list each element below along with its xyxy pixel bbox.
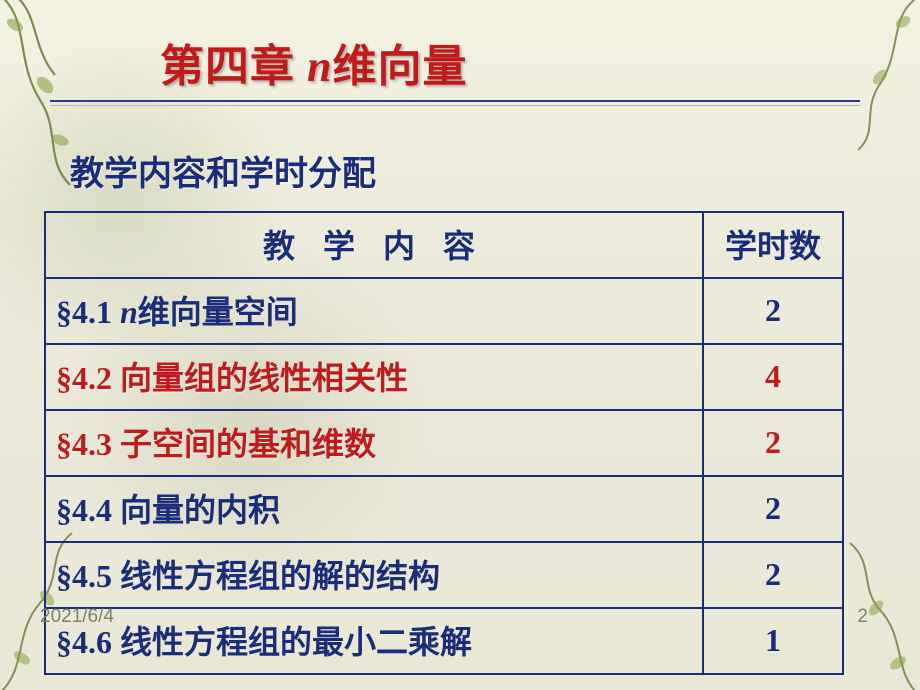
subtitle: 教学内容和学时分配 — [70, 146, 870, 195]
cell-hours: 2 — [703, 410, 843, 476]
title-latin: n — [307, 42, 332, 91]
cell-content: §4.3 子空间的基和维数 — [45, 410, 703, 476]
section-title: 维向量空间 — [138, 294, 298, 330]
chapter-title: 第四章 n维向量 — [160, 42, 467, 91]
slide: 第四章 n维向量 教学内容和学时分配 教 学 内 容 学时数 §4.1 n维向量… — [0, 0, 920, 690]
cell-content: §4.5 线性方程组的解的结构 — [45, 542, 703, 608]
section-latin: n — [120, 294, 138, 330]
cell-hours: 1 — [703, 608, 843, 674]
section-prefix: §4.1 — [56, 294, 120, 330]
section-title: 线性方程组的最小二乘解 — [120, 624, 472, 660]
col-content-header: 教 学 内 容 — [45, 212, 703, 278]
section-title: 线性方程组的解的结构 — [120, 558, 440, 594]
cell-hours: 4 — [703, 344, 843, 410]
table-header-row: 教 学 内 容 学时数 — [45, 212, 843, 278]
cell-content: §4.1 n维向量空间 — [45, 278, 703, 344]
col-hours-header: 学时数 — [703, 212, 843, 278]
title-underline — [50, 100, 860, 106]
footer-page: 2 — [857, 606, 868, 628]
title-suffix: 维向量 — [332, 42, 467, 91]
section-title: 子空间的基和维数 — [120, 426, 376, 462]
table-row: §4.2 向量组的线性相关性 4 — [45, 344, 843, 410]
section-prefix: §4.6 — [56, 624, 120, 660]
cell-content: §4.4 向量的内积 — [45, 476, 703, 542]
hours-table: 教 学 内 容 学时数 §4.1 n维向量空间 2 §4.2 向量组的线性相关性… — [44, 211, 844, 675]
section-prefix: §4.3 — [56, 426, 120, 462]
table-row: §4.3 子空间的基和维数 2 — [45, 410, 843, 476]
table-row: §4.6 线性方程组的最小二乘解 1 — [45, 608, 843, 674]
title-wrap: 第四章 n维向量 — [40, 30, 870, 94]
section-title: 向量的内积 — [120, 492, 280, 528]
table-row: §4.5 线性方程组的解的结构 2 — [45, 542, 843, 608]
section-prefix: §4.5 — [56, 558, 120, 594]
cell-hours: 2 — [703, 476, 843, 542]
section-prefix: §4.2 — [56, 360, 120, 396]
footer-date: 2021/6/4 — [40, 606, 114, 628]
cell-content: §4.6 线性方程组的最小二乘解 — [45, 608, 703, 674]
table-row: §4.4 向量的内积 2 — [45, 476, 843, 542]
section-prefix: §4.4 — [56, 492, 120, 528]
cell-content: §4.2 向量组的线性相关性 — [45, 344, 703, 410]
section-title: 向量组的线性相关性 — [120, 360, 408, 396]
table-row: §4.1 n维向量空间 2 — [45, 278, 843, 344]
cell-hours: 2 — [703, 278, 843, 344]
title-prefix: 第四章 — [160, 42, 307, 91]
cell-hours: 2 — [703, 542, 843, 608]
